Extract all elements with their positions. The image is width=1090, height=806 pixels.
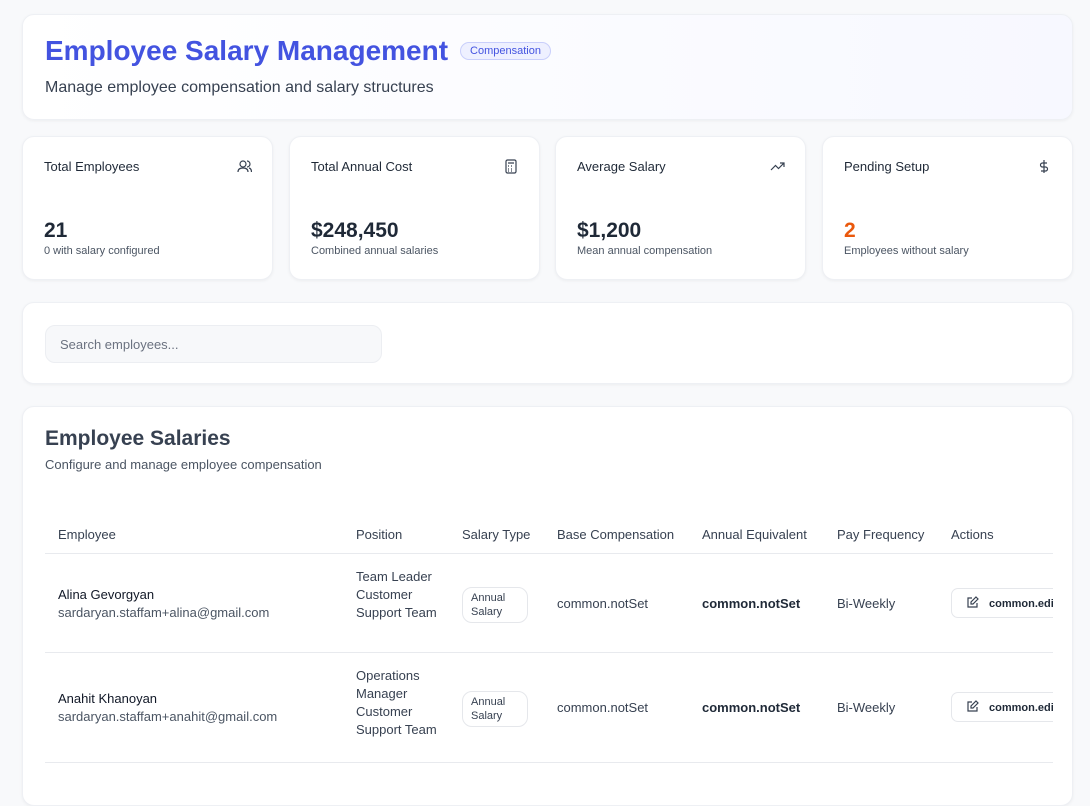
column-header: Base Compensation	[557, 527, 675, 542]
employee-email: sardaryan.staffam+alina@gmail.com	[58, 604, 270, 620]
column-header: Position	[356, 527, 403, 542]
edit-button[interactable]: common.edit	[951, 692, 1053, 722]
edit-icon	[967, 700, 979, 712]
stat-note: 0 with salary configured	[44, 245, 160, 257]
search-input[interactable]: Search employees...	[45, 325, 382, 363]
stat-value: $1,200	[577, 219, 642, 242]
page: Employee Salary Management Compensation M…	[22, 14, 1073, 806]
stat-value: 2	[844, 219, 856, 242]
table-row: Alina Gevorgyan sardaryan.staffam+alina@g…	[45, 554, 1053, 653]
edit-label: common.edit	[989, 597, 1053, 610]
stat-value: $248,450	[311, 219, 399, 242]
column-header: Salary Type	[462, 527, 531, 542]
stat-card: Total Employees 21 0 with salary configure…	[22, 136, 273, 280]
employee-name: Alina Gevorgyan	[58, 586, 155, 602]
stat-icon	[1039, 160, 1049, 173]
stat-icon	[770, 162, 785, 171]
edit-icon	[967, 595, 979, 608]
stat-label: Total Employees	[44, 159, 140, 174]
employee-email: sardaryan.staffam+anahit@gmail.com	[58, 709, 278, 724]
stat-label: Pending Setup	[844, 159, 930, 174]
stat-card: Average Salary $1,200 Mean annual compensa…	[555, 136, 806, 280]
annual-equivalent: common.notSet	[702, 595, 801, 611]
base-compensation: common.notSet	[557, 700, 649, 715]
title-text: Employee Salary Management	[45, 35, 449, 66]
page-subtitle: Manage employee compensation and salary …	[45, 79, 434, 96]
stat-card: Total Annual Cost $248,450 Combined annual…	[289, 136, 540, 280]
table: Employee Position Salary Type Base Compensa…	[45, 515, 1053, 763]
stat-note: Combined annual salaries	[311, 245, 439, 257]
badge: Compensation	[460, 42, 551, 60]
pay-frequency: Bi-Weekly	[837, 595, 896, 611]
stat-label: Total Annual Cost	[311, 159, 413, 174]
column-header: Annual Equivalent	[702, 527, 807, 542]
header-card: Employee Salary Management Compensation M…	[22, 14, 1073, 120]
stat-value: 21	[44, 219, 68, 242]
annual-equivalent: common.notSet	[702, 700, 801, 715]
employee-name: Anahit Khanoyan	[58, 691, 158, 706]
column-header: Actions	[951, 527, 994, 542]
stat-note: Mean annual compensation	[577, 245, 713, 257]
table-card: Employee Salaries Configure and manage e…	[22, 406, 1073, 806]
position: Operations Manager Customer Support Team	[356, 668, 437, 737]
header-row: Employee Position Salary Type Base Compensa…	[45, 515, 1053, 554]
salary-type: Annual Salary	[462, 586, 528, 623]
pay-frequency: Bi-Weekly	[837, 700, 896, 715]
search-card: Search employees...	[22, 302, 1073, 384]
position: Team Leader Customer Support Team	[356, 569, 437, 620]
stat-icon	[237, 160, 252, 173]
table-title: Employee Salaries	[45, 427, 231, 450]
page-title: Employee Salary Management Compensation	[45, 35, 551, 67]
base-compensation: common.notSet	[557, 595, 649, 611]
table-row: Anahit Khanoyan sardaryan.staffam+anahit@…	[45, 653, 1053, 763]
stat-card: Pending Setup 2 Employees without salary	[822, 136, 1073, 280]
column-header: Employee	[58, 527, 116, 542]
edit-button[interactable]: common.edit	[951, 587, 1053, 618]
stat-note: Employees without salary	[844, 245, 969, 257]
stat-icon	[505, 159, 517, 174]
edit-label: common.edit	[989, 702, 1053, 714]
column-header: Pay Frequency	[837, 527, 925, 542]
stat-label: Average Salary	[577, 159, 666, 174]
table-subtitle: Configure and manage employee compensati…	[45, 457, 322, 472]
salary-type: Annual Salary	[462, 691, 528, 727]
